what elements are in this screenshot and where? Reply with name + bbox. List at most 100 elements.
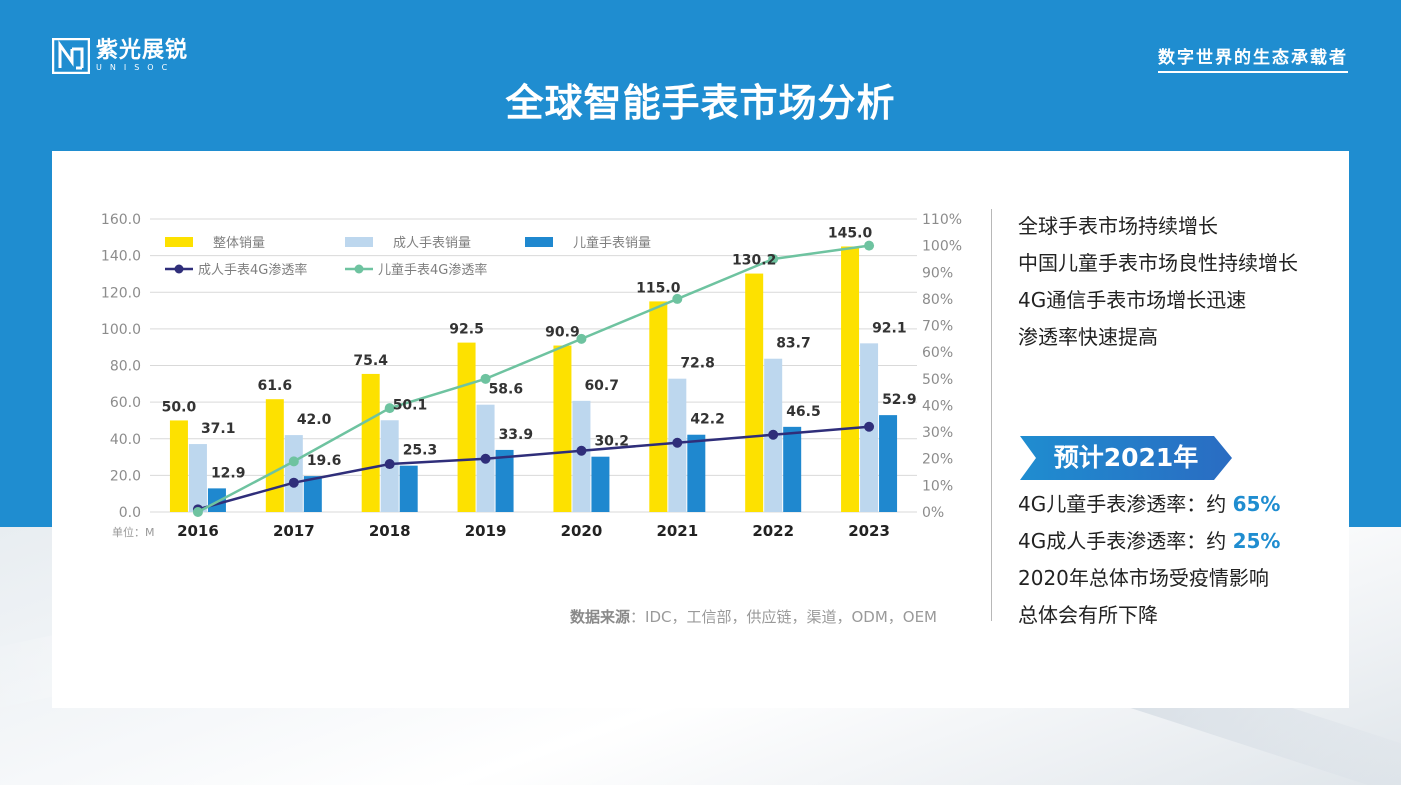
data-label: 75.4 <box>353 353 388 369</box>
right-tick-label: 30% <box>922 425 953 441</box>
bar-total <box>649 301 668 512</box>
data-label: 19.6 <box>307 453 342 469</box>
legend-label: 成人手表4G渗透率 <box>198 262 307 278</box>
highlight-item: 4G通信手表市场增长迅速 <box>1018 288 1247 312</box>
left-tick-label: 0.0 <box>119 505 141 521</box>
x-tick-label: 2021 <box>656 522 698 540</box>
data-label: 52.9 <box>882 392 917 408</box>
data-label: 33.9 <box>499 427 534 443</box>
x-tick-label: 2016 <box>177 522 219 540</box>
point-kids-4g <box>576 333 587 344</box>
unit-label: 单位：M <box>112 525 155 539</box>
bar-kids <box>879 415 898 512</box>
bar-total <box>265 399 284 512</box>
bar-total <box>169 420 188 512</box>
point-adult-4g <box>768 429 779 440</box>
left-tick-label: 40.0 <box>110 432 141 448</box>
legend-marker <box>174 264 184 274</box>
bar-kids <box>399 465 418 512</box>
data-label: 115.0 <box>636 280 681 296</box>
page-title: 全球智能手表市场分析 <box>505 81 896 125</box>
forecast-item-text: 4G儿童手表渗透率：约 <box>1018 492 1233 516</box>
forecast-item: 4G成人手表渗透率：约 25% <box>1018 523 1280 560</box>
legend-label: 儿童手表4G渗透率 <box>378 262 487 278</box>
forecast-list: 4G儿童手表渗透率：约 65% 4G成人手表渗透率：约 25% 2020年总体市… <box>1018 486 1280 634</box>
legend-swatch <box>345 237 373 247</box>
right-tick-label: 40% <box>922 398 953 414</box>
data-source-label: 数据来源 <box>570 608 631 626</box>
data-label: 50.1 <box>393 397 428 413</box>
bar-total <box>745 273 764 512</box>
data-label: 50.0 <box>162 399 197 415</box>
point-kids-4g <box>864 240 875 251</box>
forecast-item: 总体会有所下降 <box>1018 597 1280 634</box>
left-tick-label: 60.0 <box>110 395 141 411</box>
bar-kids <box>495 449 514 512</box>
legend-label: 儿童手表销量 <box>573 235 651 251</box>
line-adult-4g <box>197 425 870 511</box>
bar-kids <box>783 426 802 512</box>
data-label: 130.2 <box>732 253 776 269</box>
legend-label: 成人手表销量 <box>393 236 471 251</box>
data-label: 90.9 <box>545 325 580 341</box>
point-adult-4g <box>576 445 587 456</box>
left-tick-label: 80.0 <box>110 359 141 375</box>
x-tick-label: 2018 <box>369 522 411 540</box>
bar-adult <box>572 400 591 512</box>
data-label: 92.5 <box>449 322 484 338</box>
slogan: 数字世界的生态承载者 <box>1158 43 1348 73</box>
x-tick-label: 2020 <box>561 522 603 540</box>
left-tick-label: 140.0 <box>101 249 141 265</box>
left-tick-label: 100.0 <box>101 322 141 338</box>
point-kids-4g <box>384 403 395 414</box>
unisoc-logo-icon <box>52 38 90 74</box>
forecast-item-text: 总体会有所下降 <box>1018 603 1158 627</box>
forecast-item-value: 65% <box>1232 492 1281 516</box>
left-tick-label: 120.0 <box>101 285 141 301</box>
data-source: 数据来源：IDC，工信部，供应链，渠道，ODM，OEM <box>570 606 937 627</box>
highlight-item: 中国儿童手表市场良性持续增长 <box>1018 251 1298 275</box>
forecast-item-text: 2020年总体市场受疫情影响 <box>1018 566 1269 590</box>
data-source-text: ：IDC，工信部，供应链，渠道，ODM，OEM <box>630 608 937 626</box>
legend-swatch <box>165 237 193 247</box>
x-tick-label: 2022 <box>752 522 794 540</box>
data-label: 25.3 <box>403 443 438 459</box>
point-adult-4g <box>480 453 491 464</box>
forecast-title: 预计2021年 <box>1053 443 1199 472</box>
right-tick-label: 110% <box>922 212 962 228</box>
highlight-item: 渗透率快速提高 <box>1018 325 1158 349</box>
legend-swatch <box>525 237 553 247</box>
bar-total <box>361 373 380 512</box>
bar-adult <box>284 435 303 512</box>
point-adult-4g <box>288 477 299 488</box>
right-tick-label: 20% <box>922 452 953 468</box>
bar-total <box>457 342 476 512</box>
data-label: 42.2 <box>690 412 725 428</box>
right-tick-label: 70% <box>922 319 953 335</box>
highlights-list: 全球手表市场持续增长 中国儿童手表市场良性持续增长 4G通信手表市场增长迅速 渗… <box>1018 208 1298 356</box>
line-kids-4g <box>197 244 870 514</box>
data-label: 145.0 <box>828 225 873 241</box>
point-kids-4g <box>768 253 779 264</box>
data-label: 46.5 <box>786 404 821 420</box>
point-kids-4g <box>192 507 203 517</box>
right-tick-label: 10% <box>922 478 953 494</box>
bar-kids <box>591 456 610 512</box>
forecast-item: 2020年总体市场受疫情影响 <box>1018 560 1280 597</box>
forecast-item-text: 4G成人手表渗透率：约 <box>1018 529 1233 553</box>
left-tick-label: 20.0 <box>110 468 141 484</box>
bar-kids <box>303 476 322 512</box>
data-label: 58.6 <box>489 382 524 398</box>
right-tick-label: 0% <box>922 505 944 521</box>
left-tick-label: 160.0 <box>101 212 141 228</box>
x-tick-label: 2023 <box>848 522 890 540</box>
brand-logo[interactable]: 紫光展锐 UNISOC <box>52 38 188 74</box>
point-adult-4g <box>864 421 875 432</box>
data-label: 83.7 <box>776 336 811 352</box>
right-tick-label: 60% <box>922 345 953 361</box>
brand-name-en: UNISOC <box>96 63 176 72</box>
right-tick-label: 90% <box>922 265 953 281</box>
right-tick-label: 80% <box>922 292 953 308</box>
divider <box>991 209 992 621</box>
